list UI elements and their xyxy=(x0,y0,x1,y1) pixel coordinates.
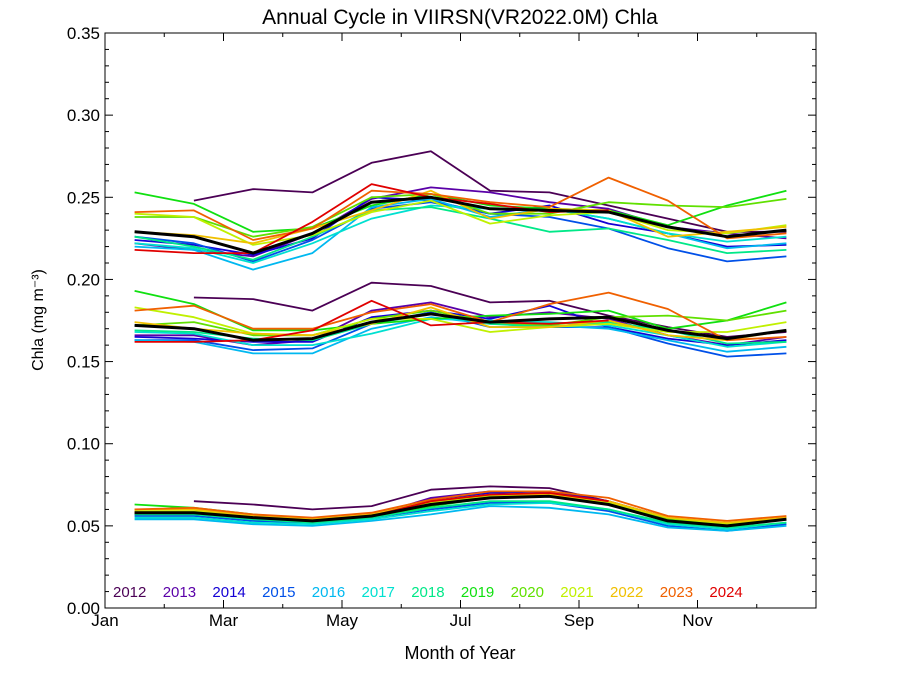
legend: 2012 2013 2014 2015 2016 2017 2018 2019 2020 2021… xyxy=(113,584,743,601)
x-axis: Jan Mar May Jul Sep Nov xyxy=(91,33,817,630)
series-line-2023-middle xyxy=(134,291,787,342)
x-axis-label: Month of Year xyxy=(404,643,515,663)
series-line-2015-lower xyxy=(134,501,787,532)
series-line-2012-middle xyxy=(193,281,787,338)
x-tick-label: May xyxy=(326,611,359,630)
x-tick-label: Mar xyxy=(209,611,239,630)
legend-item-2024: 2024 xyxy=(709,584,742,601)
y-tick-label: 0.20 xyxy=(67,270,100,289)
legend-item-2021: 2021 xyxy=(560,584,593,601)
series-line-2017-upper xyxy=(134,204,787,264)
y-tick-label: 0.35 xyxy=(67,24,100,43)
x-tick-label: Jan xyxy=(91,611,118,630)
series-line-2023-upper xyxy=(134,176,787,241)
legend-item-2014: 2014 xyxy=(212,584,245,601)
legend-item-2016: 2016 xyxy=(312,584,345,601)
legend-item-2013: 2013 xyxy=(163,584,196,601)
legend-item-2020: 2020 xyxy=(511,584,544,601)
x-tick-label: Sep xyxy=(564,611,594,630)
legend-item-2022: 2022 xyxy=(610,584,643,601)
series-line-2021-upper xyxy=(134,199,787,246)
y-tick-label: 0.00 xyxy=(67,599,100,618)
y-axis-label: Chla (mg m⁻³) xyxy=(30,269,47,371)
y-axis: 0.00 0.05 0.10 0.15 0.20 0.25 0.30 0.35 xyxy=(67,24,816,618)
y-tick-label: 0.25 xyxy=(67,188,100,207)
legend-item-2015: 2015 xyxy=(262,584,295,601)
legend-item-2019: 2019 xyxy=(461,584,494,601)
series-line-2023-lower xyxy=(134,490,787,522)
y-tick-label: 0.05 xyxy=(67,517,100,536)
series-line-2017-lower xyxy=(134,501,787,530)
series-line-2022-upper xyxy=(134,189,787,245)
legend-item-2023: 2023 xyxy=(660,584,693,601)
legend-item-2018: 2018 xyxy=(411,584,444,601)
series-line-2016-lower xyxy=(134,505,787,532)
legend-item-2017: 2017 xyxy=(362,584,395,601)
x-tick-label: Jul xyxy=(450,611,472,630)
series-line-mean-upper xyxy=(134,195,787,255)
series-line-2024-middle xyxy=(134,299,609,343)
series-line-2012-upper xyxy=(193,150,787,233)
x-tick-label: Nov xyxy=(682,611,713,630)
y-tick-label: 0.30 xyxy=(67,106,100,125)
y-tick-label: 0.15 xyxy=(67,353,100,372)
legend-item-2012: 2012 xyxy=(113,584,146,601)
series-line-mean-lower xyxy=(134,494,787,528)
series-line-mean-middle xyxy=(134,312,787,342)
y-tick-label: 0.10 xyxy=(67,435,100,454)
chart-title: Annual Cycle in VIIRSN(VR2022.0M) Chla xyxy=(262,6,658,29)
series-lines xyxy=(134,150,787,532)
series-line-2018-lower xyxy=(134,500,787,529)
